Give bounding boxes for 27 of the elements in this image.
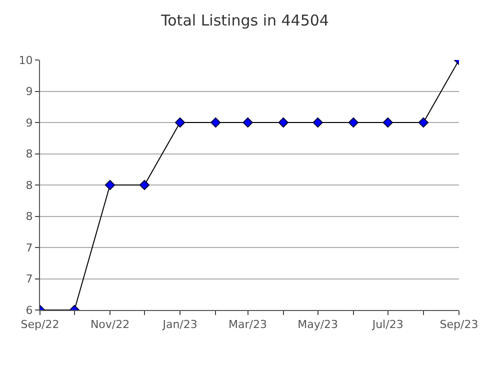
x-tick-label: Jul/23 (371, 318, 404, 332)
y-tick-label: 7 (26, 272, 33, 286)
y-tick-label: 10 (18, 54, 33, 67)
point (418, 117, 428, 128)
point (104, 180, 116, 190)
y-tick-label: 8 (26, 178, 33, 192)
point (312, 117, 323, 128)
point (382, 117, 393, 128)
x-tick-label: May/23 (298, 318, 338, 332)
y-tick-label: 7 (26, 241, 33, 254)
point (139, 180, 150, 190)
y-tick-label: 8 (26, 210, 33, 224)
x-tick-label: Sep/22 (20, 318, 60, 332)
point (348, 117, 358, 128)
x-tick-label: Sep/23 (440, 318, 478, 332)
point (210, 117, 221, 128)
x-tick-label: Jan/23 (162, 318, 198, 332)
x-tick-label: Nov/22 (90, 318, 130, 332)
point (175, 117, 186, 128)
point (242, 117, 253, 128)
y-tick-label: 9 (26, 85, 33, 98)
y-tick-label: 9 (26, 116, 33, 130)
chart-title: Total Listings in 44504 (160, 12, 329, 30)
point (278, 117, 288, 128)
y-tick-label: 8 (26, 148, 33, 161)
y-tick-label: 6 (26, 304, 33, 317)
x-tick-label: Mar/23 (228, 318, 268, 332)
